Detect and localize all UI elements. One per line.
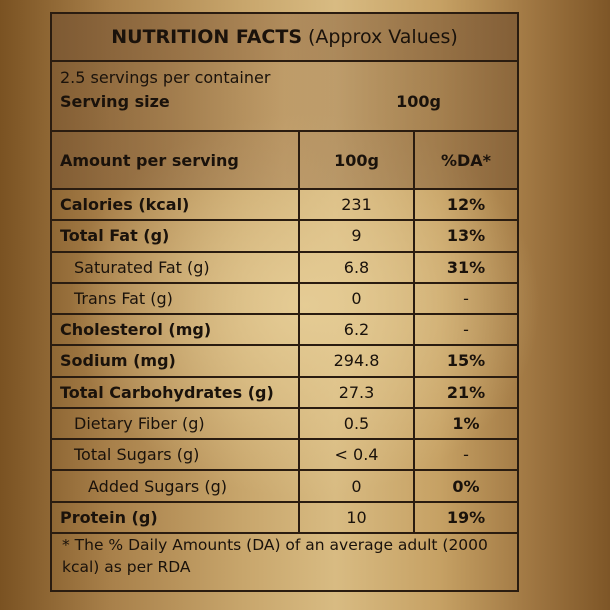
nutrient-value: 0 <box>298 283 413 314</box>
nutrient-name: Trans Fat (g) <box>74 288 173 308</box>
table-row: Cholesterol (mg) 6.2- <box>52 315 517 347</box>
nutrient-value: 6.8 <box>298 252 413 282</box>
nutrient-name: Saturated Fat (g) <box>74 257 210 277</box>
nutrient-name: Added Sugars (g) <box>88 476 227 496</box>
nutrient-value: 6.2 <box>298 315 413 345</box>
table-row: Added Sugars (g) 0 0% <box>52 471 517 503</box>
table-header: Amount per serving 100g %DA* <box>52 132 517 190</box>
nutrient-value: 231 <box>298 190 413 220</box>
title-bold: NUTRITION FACTS <box>111 26 303 48</box>
nutrient-value: 294.8 <box>298 346 413 376</box>
nutrient-value: 0.5 <box>298 408 413 439</box>
table-row: Total Sugars (g) < 0.4- <box>52 440 517 472</box>
nutrient-da: 31% <box>413 252 517 282</box>
table-row: Dietary Fiber (g) 0.5 1% <box>52 408 517 441</box>
nutrient-name: Dietary Fiber (g) <box>74 414 205 433</box>
nutrient-name: Sodium (mg) <box>60 351 176 371</box>
table-row: Total Fat (g) 9 13% <box>52 221 517 253</box>
nutrient-da: - <box>413 440 517 470</box>
nutrient-da: - <box>413 283 517 314</box>
nutrient-da: 13% <box>413 221 517 251</box>
title-row: NUTRITION FACTS (Approx Values) <box>52 14 517 62</box>
serving-size-value: 100g <box>396 92 441 111</box>
table-row: Sodium (mg) 294.8 15% <box>52 346 517 378</box>
nutrient-value: 9 <box>298 221 413 251</box>
nutrient-name: Total Carbohydrates (g) <box>60 382 274 402</box>
table-row: Saturated Fat (g) 6.8 31% <box>52 252 517 284</box>
nutrient-da: 19% <box>413 502 517 532</box>
nutrient-da: 12% <box>413 190 517 220</box>
nutrient-name: Calories (kcal) <box>60 195 190 215</box>
nutrient-name: Total Sugars (g) <box>74 445 200 465</box>
nutrient-value: 0 <box>298 471 413 501</box>
nutrient-name: Cholesterol (mg) <box>60 320 212 340</box>
nutrient-value: 10 <box>298 502 413 532</box>
servings-per-container: 2.5 servings per container <box>60 68 271 87</box>
servings-section: 2.5 servings per container Serving size … <box>52 62 517 132</box>
table-row: Trans Fat (g) 0- <box>52 283 517 316</box>
footnote: * The % Daily Amounts (DA) of an average… <box>62 536 488 576</box>
title-rest: (Approx Values) <box>308 26 458 48</box>
nutrient-name: Total Fat (g) <box>60 226 170 246</box>
nutrient-da: 15% <box>413 346 517 376</box>
nutrient-da: - <box>413 315 517 345</box>
nutrition-facts-panel: NUTRITION FACTS (Approx Values) 2.5 serv… <box>50 12 519 592</box>
header-per100: 100g <box>298 132 413 188</box>
serving-size-line: Serving size 100g <box>60 92 509 111</box>
serving-size-label: Serving size <box>60 92 170 111</box>
nutrient-name: Protein (g) <box>60 507 158 527</box>
nutrient-da: 1% <box>413 408 517 439</box>
table-row: Protein (g) 10 19% <box>52 502 517 534</box>
nutrient-value: 27.3 <box>298 377 413 407</box>
nutrient-da: 21% <box>413 377 517 407</box>
header-da: %DA* <box>413 132 517 188</box>
nutrient-value: < 0.4 <box>298 440 413 470</box>
table-row: Total Carbohydrates (g) 27.3 21% <box>52 377 517 409</box>
nutrient-da: 0% <box>413 471 517 501</box>
header-amount: Amount per serving <box>60 150 239 170</box>
table-row: Calories (kcal) 231 12% <box>52 190 517 222</box>
